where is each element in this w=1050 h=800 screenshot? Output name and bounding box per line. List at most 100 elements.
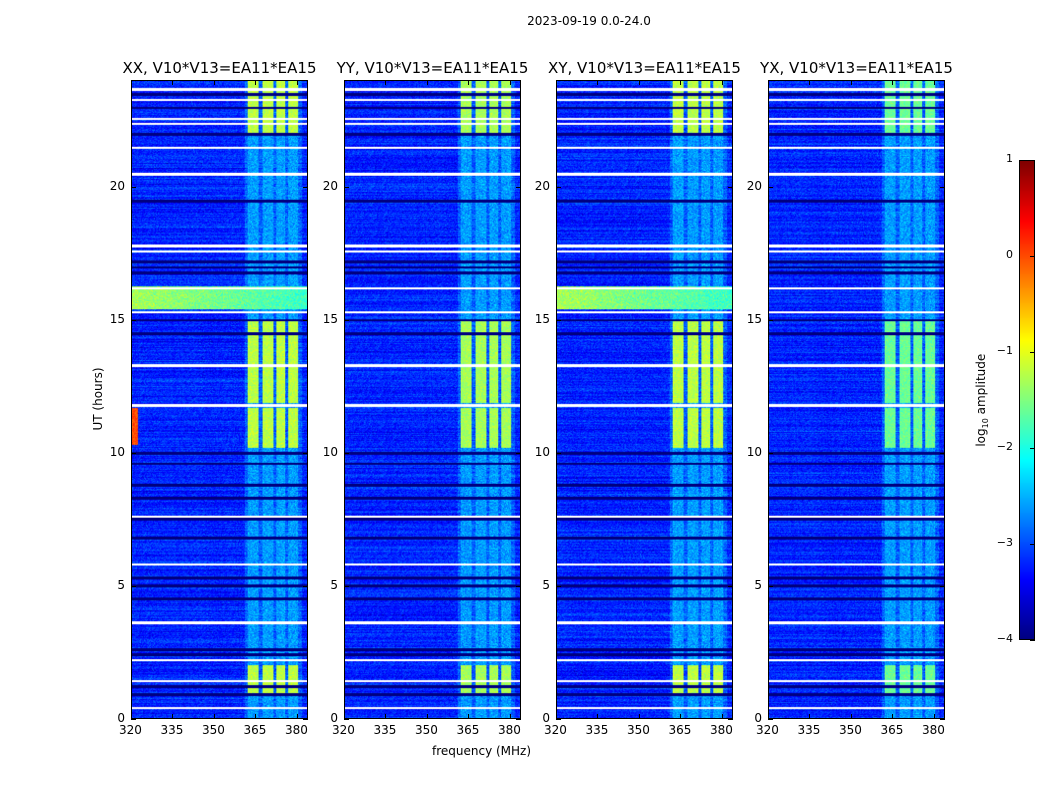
- x-tick: [597, 80, 599, 85]
- x-tick-label: 320: [332, 723, 355, 737]
- y-tick: [940, 719, 945, 720]
- y-tick: [516, 585, 521, 587]
- y-tick: [768, 585, 773, 587]
- x-tick: [255, 80, 257, 85]
- colorbar-tick: [1030, 352, 1035, 353]
- y-tick: [728, 719, 733, 720]
- x-tick: [509, 80, 511, 85]
- x-tick: [213, 714, 215, 719]
- colorbar-tick: [1030, 448, 1035, 449]
- x-tick-label: 365: [880, 723, 904, 737]
- y-tick: [303, 186, 308, 188]
- y-tick-label: 10: [109, 444, 125, 459]
- x-tick: [768, 80, 769, 85]
- y-tick-label: 5: [330, 577, 338, 592]
- heatmap-image: [132, 81, 307, 718]
- x-tick-label: 365: [243, 723, 267, 737]
- y-tick-label: 15: [746, 311, 762, 326]
- x-tick: [172, 80, 174, 85]
- colorbar-tick: [1030, 160, 1035, 161]
- x-tick: [385, 80, 387, 85]
- waterfall-panel: [131, 80, 308, 719]
- x-tick: [556, 714, 557, 719]
- panel-title: XY, V10*V13=EA11*EA15: [548, 59, 741, 77]
- x-tick-label: 335: [160, 723, 184, 737]
- y-tick: [344, 186, 349, 188]
- x-tick-label: 320: [119, 723, 142, 737]
- y-tick: [728, 452, 733, 454]
- y-tick: [303, 719, 308, 720]
- x-tick: [680, 714, 682, 719]
- y-tick: [516, 452, 521, 454]
- y-tick-label: 20: [109, 178, 125, 193]
- y-tick-label: 20: [322, 178, 338, 193]
- colorbar-tick-label: −1: [996, 344, 1013, 357]
- y-tick: [556, 719, 561, 720]
- y-tick: [556, 319, 561, 321]
- x-tick: [468, 714, 470, 719]
- x-tick: [131, 714, 132, 719]
- x-tick-label: 320: [756, 723, 779, 737]
- colorbar-label-sub: 10: [981, 418, 991, 429]
- x-tick: [385, 714, 387, 719]
- y-tick: [728, 585, 733, 587]
- x-tick: [892, 80, 894, 85]
- y-tick: [516, 719, 521, 720]
- y-tick-label: 10: [746, 444, 762, 459]
- x-tick: [131, 80, 132, 85]
- x-tick-label: 350: [626, 723, 650, 737]
- x-tick: [892, 714, 894, 719]
- y-tick: [768, 319, 773, 321]
- y-tick: [131, 186, 136, 188]
- x-tick-label: 365: [668, 723, 692, 737]
- y-tick: [768, 452, 773, 454]
- heatmap-image: [345, 81, 520, 718]
- colorbar: [1019, 160, 1035, 640]
- y-tick: [556, 452, 561, 454]
- x-tick: [809, 80, 811, 85]
- x-tick: [426, 714, 428, 719]
- y-tick: [940, 452, 945, 454]
- x-tick: [344, 80, 345, 85]
- y-tick-label: 5: [542, 577, 550, 592]
- x-tick-label: 335: [797, 723, 821, 737]
- x-tick: [556, 80, 557, 85]
- x-tick: [933, 80, 935, 85]
- y-tick: [344, 452, 349, 454]
- y-tick-label: 15: [322, 311, 338, 326]
- x-tick-label: 350: [838, 723, 862, 737]
- y-tick: [131, 452, 136, 454]
- x-tick: [172, 714, 174, 719]
- y-tick: [940, 319, 945, 321]
- x-tick-label: 380: [921, 723, 945, 737]
- x-tick: [638, 714, 640, 719]
- y-tick: [768, 186, 773, 188]
- colorbar-tick-label: 1: [1006, 152, 1013, 165]
- x-tick: [426, 80, 428, 85]
- colorbar-tick-label: −3: [996, 536, 1013, 549]
- y-tick: [516, 186, 521, 188]
- colorbar-tick-label: −2: [996, 440, 1013, 453]
- colorbar-tick-label: 0: [1006, 248, 1013, 261]
- panel-title: YY, V10*V13=EA11*EA15: [336, 59, 529, 77]
- x-tick-label: 335: [585, 723, 609, 737]
- y-tick: [303, 319, 308, 321]
- figure-title: 2023-09-19 0.0-24.0: [527, 14, 651, 28]
- x-tick: [721, 80, 723, 85]
- panel-title: YX, V10*V13=EA11*EA15: [760, 59, 953, 77]
- y-tick: [131, 319, 136, 321]
- y-tick-label: 15: [534, 311, 550, 326]
- y-tick: [556, 585, 561, 587]
- y-tick: [768, 719, 773, 720]
- y-tick: [131, 585, 136, 587]
- x-tick: [296, 714, 298, 719]
- colorbar-label-rest: amplitude: [973, 353, 988, 419]
- y-tick: [728, 186, 733, 188]
- colorbar-tick-label: −4: [996, 632, 1013, 645]
- x-tick: [638, 80, 640, 85]
- waterfall-panel: [768, 80, 945, 719]
- colorbar-label: log10 amplitude: [974, 348, 990, 452]
- x-tick-label: 380: [497, 723, 521, 737]
- x-tick-label: 320: [544, 723, 567, 737]
